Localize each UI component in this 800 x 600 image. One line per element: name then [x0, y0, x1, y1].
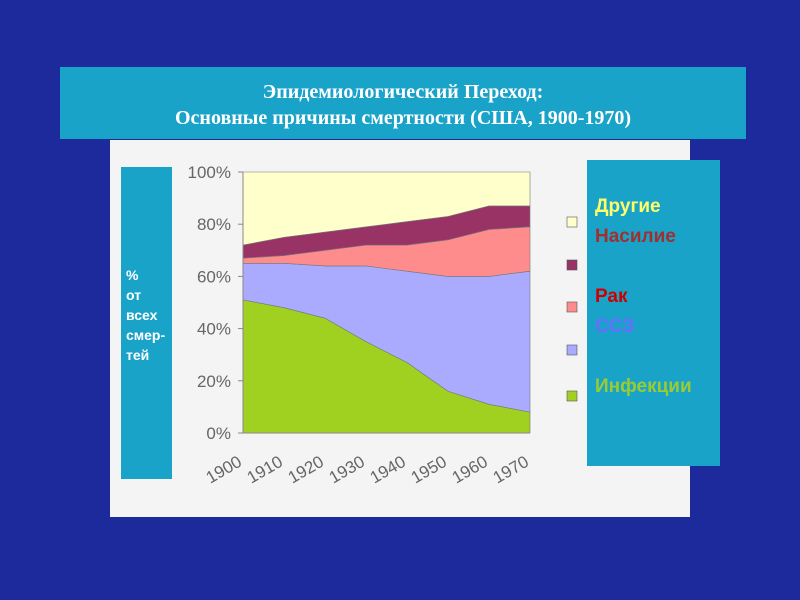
title-box: Эпидемиологический Переход: Основные прич… — [60, 67, 746, 139]
y-tick-label: 20% — [197, 372, 231, 391]
y-axis-label-line: всех — [126, 307, 158, 323]
legend-swatch — [566, 216, 578, 228]
y-axis-label-line: от — [126, 287, 142, 303]
x-tick-label: 1960 — [449, 452, 491, 487]
title-line: Основные причины смертности (США, 1900-1… — [174, 107, 632, 129]
legend-label: Другие — [595, 196, 661, 217]
y-tick-label: 80% — [197, 215, 231, 234]
x-tick-label: 1940 — [367, 452, 409, 487]
y-tick-label: 40% — [197, 320, 231, 339]
x-tick-label: 1930 — [326, 452, 368, 487]
legend-swatch — [566, 344, 578, 356]
x-tick-label: 1950 — [408, 452, 450, 487]
y-tick-label: 0% — [206, 424, 231, 443]
x-tick-label: 1970 — [490, 452, 532, 487]
y-axis-label-line: % — [126, 267, 139, 283]
ylabel-box: % от всех смер-тей — [121, 167, 172, 479]
title-line: Эпидемиологический Переход: — [262, 81, 544, 103]
y-axis-label-line: тей — [126, 347, 150, 363]
x-tick-label: 1900 — [203, 452, 245, 487]
legend-swatch — [566, 259, 578, 271]
y-tick-label: 60% — [197, 267, 231, 286]
y-tick-label: 100% — [188, 163, 231, 182]
y-axis-label-line: смер- — [126, 327, 166, 343]
legend-label: Инфекции — [595, 376, 692, 397]
legend-label: Рак — [595, 286, 628, 307]
y-axis-label: % от всех смер-тей — [121, 167, 172, 365]
x-tick-label: 1920 — [285, 452, 327, 487]
legend-label: ССЗ — [595, 316, 635, 337]
area — [242, 171, 531, 246]
legend-swatch — [566, 301, 578, 313]
legend-box: Другие Насилие Рак ССЗ Инфекции — [587, 160, 720, 466]
legend-swatch — [566, 390, 578, 402]
x-tick-label: 1910 — [244, 452, 286, 487]
legend-label: Насилие — [595, 226, 676, 247]
title: Эпидемиологический Переход: Основные прич… — [60, 67, 746, 131]
